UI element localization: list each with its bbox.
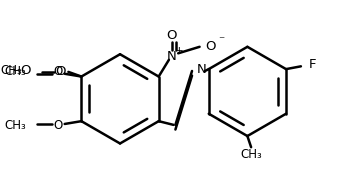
Text: CH₃: CH₃	[4, 65, 26, 78]
Text: ⁻: ⁻	[218, 34, 224, 47]
Text: O: O	[56, 65, 66, 78]
Text: F: F	[308, 58, 316, 71]
Text: N: N	[167, 50, 176, 63]
Text: O: O	[205, 40, 216, 53]
Text: O: O	[166, 29, 177, 42]
Text: CH₃: CH₃	[240, 148, 262, 161]
Text: O: O	[54, 65, 63, 78]
Text: O: O	[21, 64, 31, 77]
Text: CH₃: CH₃	[0, 64, 21, 77]
Text: N: N	[197, 63, 207, 76]
Text: +: +	[175, 46, 183, 55]
Text: O: O	[54, 119, 63, 132]
Text: CH₃: CH₃	[4, 119, 26, 132]
